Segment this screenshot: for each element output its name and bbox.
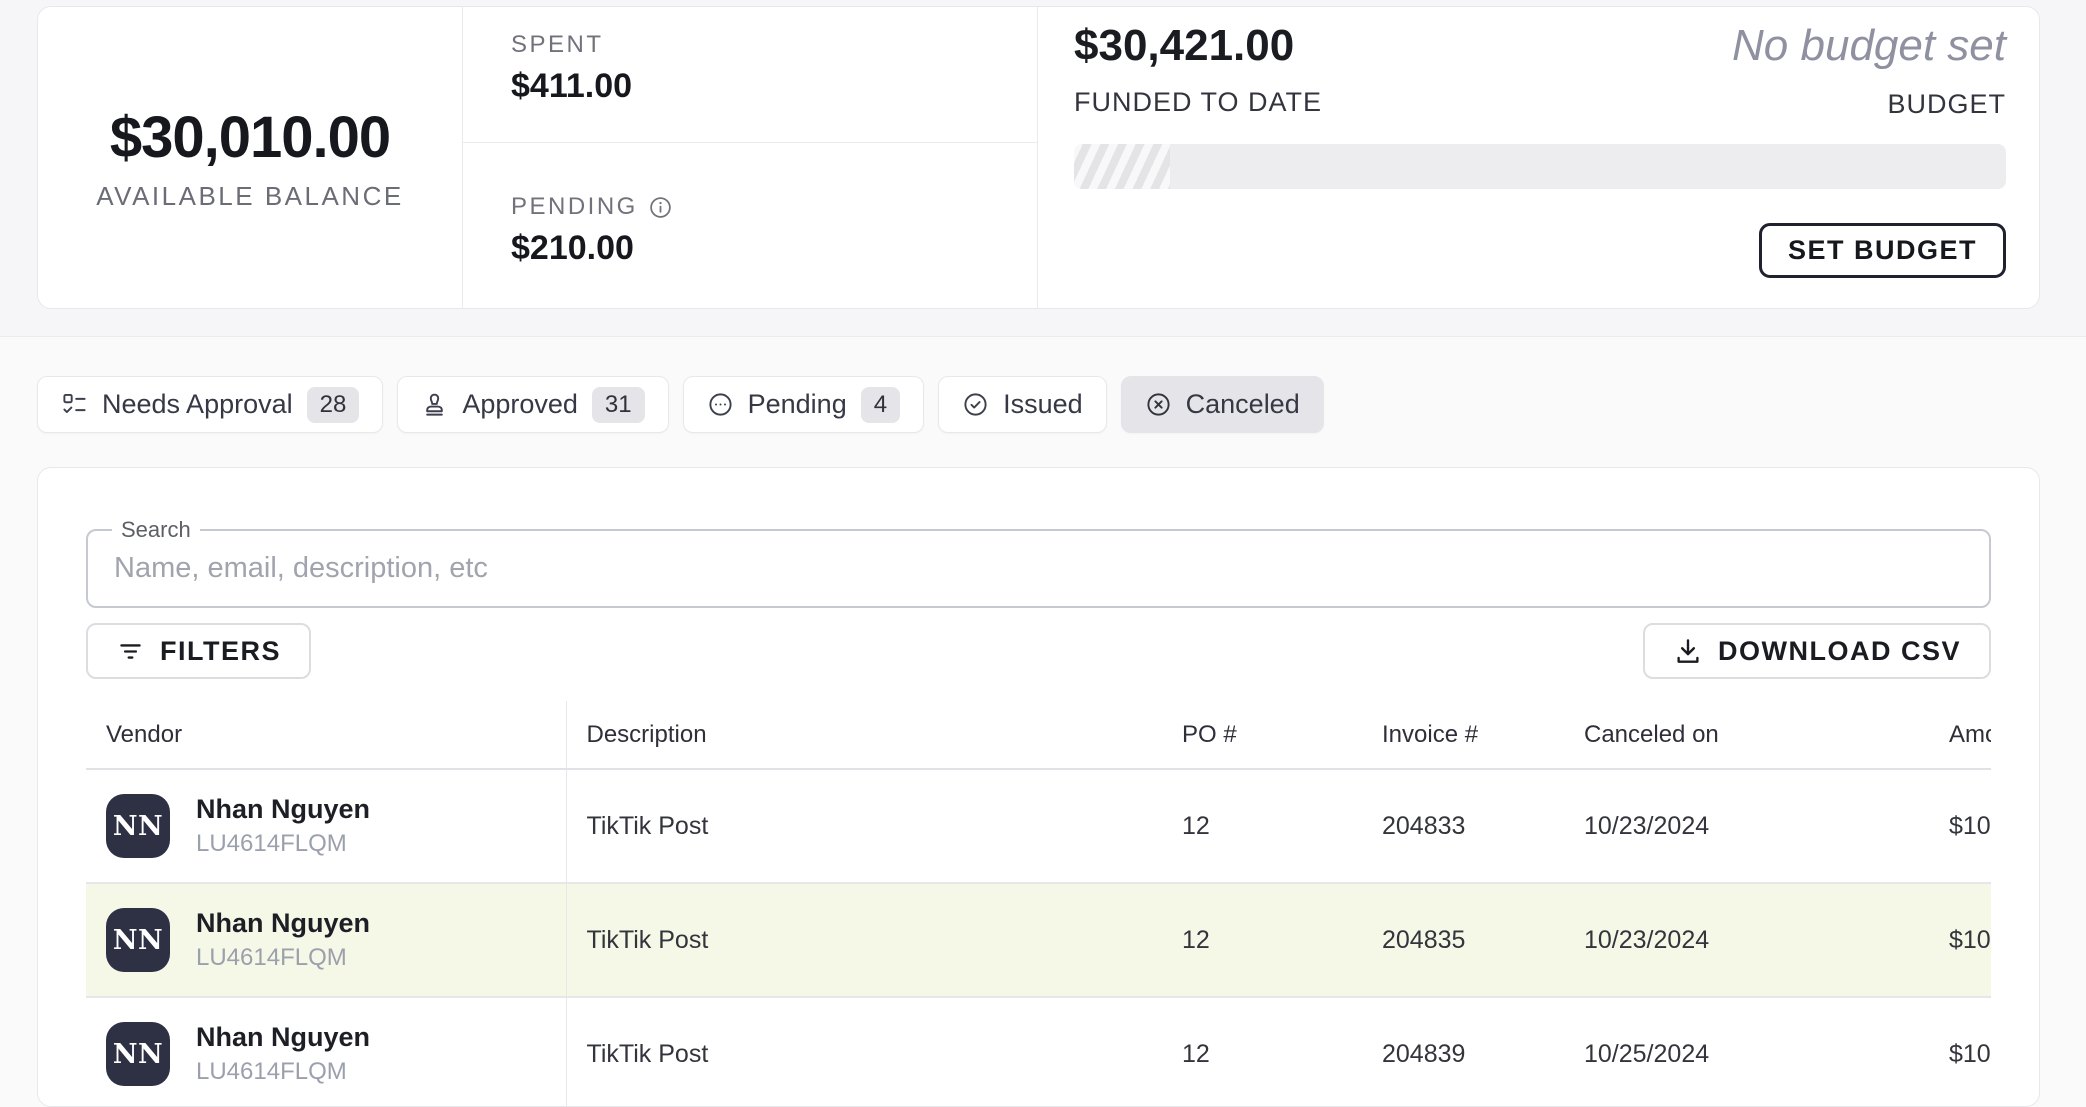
available-balance-label: AVAILABLE BALANCE xyxy=(96,180,404,211)
download-icon xyxy=(1677,639,1699,663)
tab-needs-approval[interactable]: Needs Approval 28 xyxy=(37,376,384,433)
funded-label: FUNDED TO DATE xyxy=(1074,87,1323,117)
search-field: Search xyxy=(86,518,1991,608)
download-csv-button[interactable]: DOWNLOAD CSV xyxy=(1643,623,1991,679)
transactions-card: Search FILTERS DOWNLOAD CSV Vendor xyxy=(37,467,2040,1107)
canceled-on-cell: 10/23/2024 xyxy=(1584,883,1949,998)
tab-count-badge: 31 xyxy=(591,386,645,423)
tab-canceled[interactable]: Canceled xyxy=(1120,376,1324,433)
description-cell: TikTik Post xyxy=(566,883,1182,998)
set-budget-button[interactable]: SET BUDGET xyxy=(1758,223,2006,278)
column-header-vendor: Vendor xyxy=(86,701,567,770)
table-row[interactable]: NN Nhan Nguyen LU4614FLQM TikTik Post 12… xyxy=(86,997,1991,1107)
column-header-canceled-on: Canceled on xyxy=(1584,701,1949,770)
filters-button-label: FILTERS xyxy=(160,635,281,666)
vendor-name: Nhan Nguyen xyxy=(196,1022,371,1052)
funded-block: $30,421.00 FUNDED TO DATE xyxy=(1074,21,1322,120)
search-input[interactable] xyxy=(88,531,1989,606)
description-cell: TikTik Post xyxy=(566,769,1182,884)
info-icon[interactable] xyxy=(648,195,673,220)
available-balance-value: $30,010.00 xyxy=(109,104,391,170)
divider xyxy=(462,7,463,308)
budget-progress-fill xyxy=(1074,144,1170,189)
status-tabs: Needs Approval 28 Approved 31 Pending 4 … xyxy=(37,376,1324,433)
budget-block: No budget set BUDGET xyxy=(1732,21,2006,120)
tab-label: Approved xyxy=(462,389,578,419)
tab-label: Needs Approval xyxy=(102,389,293,419)
stats-card: $30,010.00 AVAILABLE BALANCE SPENT $411.… xyxy=(37,6,2040,309)
spent-pending-panel: SPENT $411.00 PENDING $210.00 xyxy=(463,7,1037,308)
pending-label: PENDING xyxy=(511,193,638,220)
check-circle-icon xyxy=(964,393,987,416)
vendor-id: LU4614FLQM xyxy=(196,1058,347,1085)
vendor-name: Nhan Nguyen xyxy=(196,794,371,824)
avatar: NN xyxy=(106,1022,170,1086)
tab-label: Canceled xyxy=(1185,389,1300,419)
table-row[interactable]: NN Nhan Nguyen LU4614FLQM TikTik Post 12… xyxy=(86,769,1991,884)
column-header-invoice: Invoice # xyxy=(1382,701,1584,770)
filter-icon xyxy=(120,643,141,659)
vendor-name: Nhan Nguyen xyxy=(196,908,371,938)
spent-label: SPENT xyxy=(511,31,604,58)
column-header-amount: Amount xyxy=(1949,701,1991,770)
stamp-icon xyxy=(426,393,444,416)
avatar: NN xyxy=(106,794,170,858)
transactions-table-clip: Vendor Description PO # Invoice # Cancel… xyxy=(86,701,1991,1107)
canceled-on-cell: 10/25/2024 xyxy=(1584,997,1949,1107)
checklist-icon xyxy=(63,393,86,413)
search-field-label: Search xyxy=(112,518,200,542)
spent-block: SPENT $411.00 xyxy=(463,7,1037,143)
tab-issued[interactable]: Issued xyxy=(938,376,1107,433)
budget-status: No budget set xyxy=(1732,21,2006,70)
amount-cell: $10 xyxy=(1949,883,1991,998)
budget-panel: $30,421.00 FUNDED TO DATE No budget set … xyxy=(1038,7,2039,308)
tab-pending[interactable]: Pending 4 xyxy=(682,376,925,433)
vendor-id: LU4614FLQM xyxy=(196,830,347,857)
amount-cell: $10 xyxy=(1949,997,1991,1107)
x-circle-icon xyxy=(1147,393,1170,416)
vendor-cell: NN Nhan Nguyen LU4614FLQM xyxy=(106,908,565,972)
table-header-row: Vendor Description PO # Invoice # Cancel… xyxy=(86,701,1991,770)
table-row[interactable]: NN Nhan Nguyen LU4614FLQM TikTik Post 12… xyxy=(86,883,1991,998)
avatar: NN xyxy=(106,908,170,972)
budget-label: BUDGET xyxy=(1887,89,2006,119)
invoice-cell: 204833 xyxy=(1382,769,1584,884)
column-header-po: PO # xyxy=(1182,701,1382,770)
invoice-cell: 204839 xyxy=(1382,997,1584,1107)
transactions-table: Vendor Description PO # Invoice # Cancel… xyxy=(86,701,1991,1107)
spent-value: $411.00 xyxy=(511,67,633,105)
vendor-cell: NN Nhan Nguyen LU4614FLQM xyxy=(106,1022,565,1086)
description-cell: TikTik Post xyxy=(566,997,1182,1107)
po-cell: 12 xyxy=(1182,883,1382,998)
tab-label: Issued xyxy=(1003,389,1083,419)
po-cell: 12 xyxy=(1182,997,1382,1107)
canceled-on-cell: 10/23/2024 xyxy=(1584,769,1949,884)
tab-count-badge: 28 xyxy=(306,386,360,423)
vendor-id: LU4614FLQM xyxy=(196,944,347,971)
table-toolbar: FILTERS DOWNLOAD CSV xyxy=(86,623,1991,679)
budget-progress-bar xyxy=(1074,144,2006,189)
column-header-description: Description xyxy=(566,701,1182,770)
funded-value: $30,421.00 xyxy=(1074,21,1295,70)
download-csv-button-label: DOWNLOAD CSV xyxy=(1718,635,1961,666)
pending-value: $210.00 xyxy=(511,229,634,267)
tab-approved[interactable]: Approved 31 xyxy=(397,376,669,433)
divider xyxy=(1037,7,1038,308)
tab-label: Pending xyxy=(747,389,847,419)
invoice-cell: 204835 xyxy=(1382,883,1584,998)
ellipsis-circle-icon xyxy=(709,393,732,416)
amount-cell: $10 xyxy=(1949,769,1991,884)
available-balance-panel: $30,010.00 AVAILABLE BALANCE xyxy=(38,7,462,308)
vendor-cell: NN Nhan Nguyen LU4614FLQM xyxy=(106,794,565,858)
stats-header-zone: $30,010.00 AVAILABLE BALANCE SPENT $411.… xyxy=(0,0,2086,337)
tab-count-badge: 4 xyxy=(860,386,901,423)
po-cell: 12 xyxy=(1182,769,1382,884)
pending-block: PENDING $210.00 xyxy=(463,143,1037,308)
filters-button[interactable]: FILTERS xyxy=(86,623,311,679)
